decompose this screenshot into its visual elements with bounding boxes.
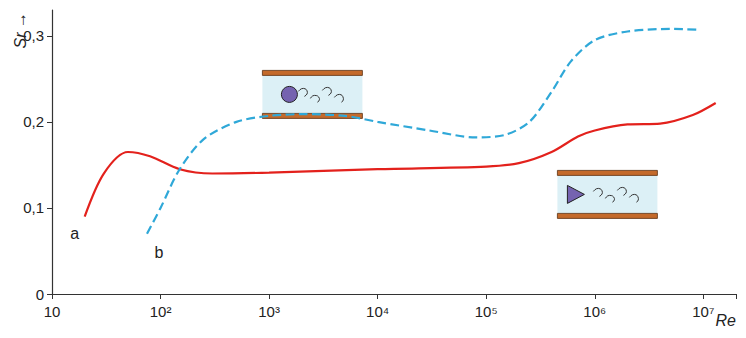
svg-text:10⁵: 10⁵ xyxy=(475,303,498,320)
svg-text:0,1: 0,1 xyxy=(23,199,44,216)
svg-text:Re: Re xyxy=(716,312,737,329)
svg-text:0: 0 xyxy=(36,286,44,303)
svg-text:b: b xyxy=(155,244,164,261)
svg-text:Sr →: Sr → xyxy=(11,12,29,49)
svg-text:10³: 10³ xyxy=(258,303,280,320)
svg-text:10: 10 xyxy=(44,303,61,320)
svg-text:10⁶: 10⁶ xyxy=(583,303,606,320)
svg-text:0,2: 0,2 xyxy=(23,113,44,130)
svg-text:a: a xyxy=(70,225,79,242)
svg-text:10⁴: 10⁴ xyxy=(366,303,389,320)
svg-text:10²: 10² xyxy=(150,303,172,320)
svg-text:10⁷: 10⁷ xyxy=(692,303,714,320)
svg-text:0,3: 0,3 xyxy=(23,27,44,44)
